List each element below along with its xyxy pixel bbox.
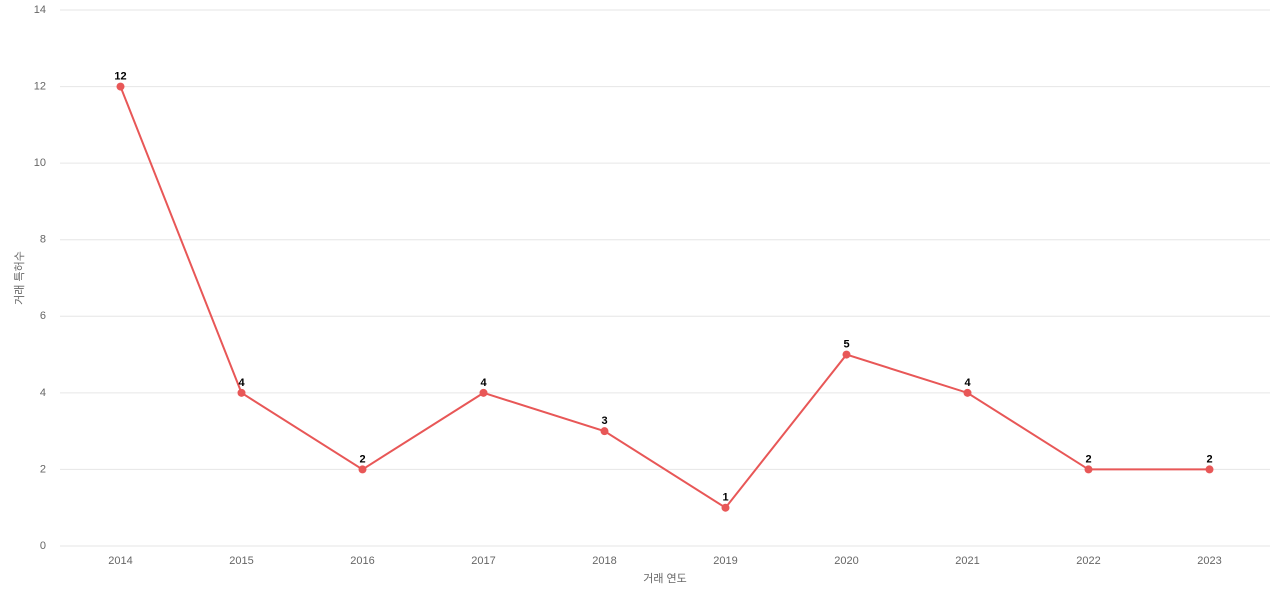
x-tick-label: 2023 [1197,555,1221,567]
point [116,82,125,91]
data-label: 12 [114,70,126,82]
y-tick-label: 4 [40,387,46,399]
data-label: 4 [964,377,971,389]
x-tick-label: 2014 [108,555,132,567]
x-tick-label: 2018 [592,555,616,567]
data-label: 5 [843,338,849,350]
point [842,350,851,359]
point [358,465,367,474]
point [479,388,488,397]
point [237,388,246,397]
y-tick-label: 2 [40,463,46,475]
line [119,86,1210,510]
y-tick-label: 8 [40,234,46,246]
point [963,388,972,397]
x-tick-label: 2020 [834,555,858,567]
data-label: 4 [238,377,245,389]
data-label: 2 [1085,453,1091,465]
point [1205,465,1214,474]
x-tick-label: 2022 [1076,555,1100,567]
y-tick-label: 12 [34,80,46,92]
point [1084,465,1093,474]
y-tick-label: 6 [40,310,46,322]
x-tick-label: 2021 [955,555,979,567]
y-tick-label: 14 [34,4,46,16]
y-tick-label: 0 [40,540,46,552]
x-tick-label: 2016 [350,555,374,567]
data-label: 3 [601,415,607,427]
data-label: 2 [359,453,365,465]
x-axis-title: 거래 연도 [643,572,687,585]
x-tick-label: 2015 [229,555,253,567]
y-tick-label: 10 [34,157,46,169]
data-label: 4 [480,377,487,389]
x-tick-label: 2017 [471,555,495,567]
data-label: 1 [722,492,728,504]
point [600,427,609,436]
y-axis-title: 거래 특허수 [13,251,26,305]
point [721,503,730,512]
x-tick-label: 2019 [713,555,737,567]
data-label: 2 [1206,453,1212,465]
